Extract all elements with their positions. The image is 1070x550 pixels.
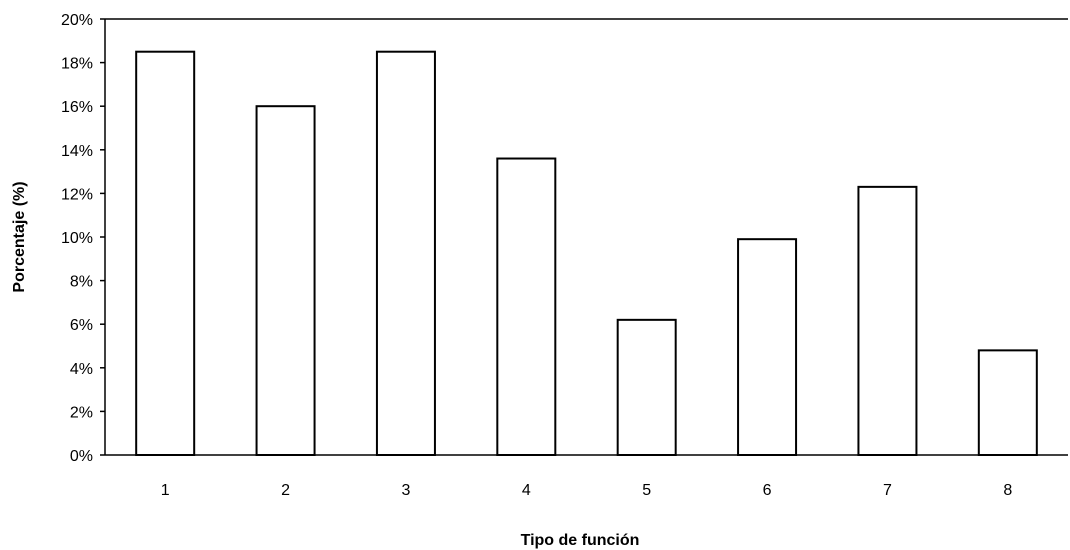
- y-tick-label: 18%: [61, 56, 93, 73]
- x-tick-label: 2: [281, 482, 290, 499]
- bar-2: [255, 105, 316, 456]
- y-tick-label: 2%: [70, 404, 93, 421]
- bar-5: [616, 318, 677, 456]
- x-tick-label: 3: [401, 482, 410, 499]
- y-tick-label: 8%: [70, 274, 93, 291]
- y-axis-title: Porcentaje (%): [11, 181, 28, 292]
- x-tick-label: 6: [763, 482, 772, 499]
- y-tick-label: 10%: [61, 230, 93, 247]
- y-tick-label: 0%: [70, 448, 93, 465]
- y-tick-label: 16%: [61, 99, 93, 116]
- bar-3: [375, 50, 436, 456]
- y-tick-label: 12%: [61, 186, 93, 203]
- bar-6: [737, 238, 798, 456]
- bar-7: [857, 185, 918, 457]
- y-tick-label: 6%: [70, 317, 93, 334]
- x-tick-label: 1: [161, 482, 170, 499]
- x-tick-label: 8: [1003, 482, 1012, 499]
- y-tick-label: 4%: [70, 361, 93, 378]
- x-axis-title: Tipo de función: [521, 532, 640, 549]
- y-axis-ticks: 0% 2% 4% 6% 8% 10% 12% 14% 16% 18% 20%: [61, 12, 105, 465]
- bar-1: [135, 50, 196, 456]
- x-tick-label: 5: [642, 482, 651, 499]
- x-axis-ticks: 1 2 3 4 5 6 7 8: [161, 482, 1013, 499]
- x-tick-label: 7: [883, 482, 892, 499]
- y-tick-label: 20%: [61, 12, 93, 29]
- x-tick-label: 4: [522, 482, 531, 499]
- bar-8: [977, 349, 1038, 456]
- y-tick-label: 14%: [61, 143, 93, 160]
- bars-group: [135, 50, 1038, 457]
- bar-4: [496, 157, 557, 457]
